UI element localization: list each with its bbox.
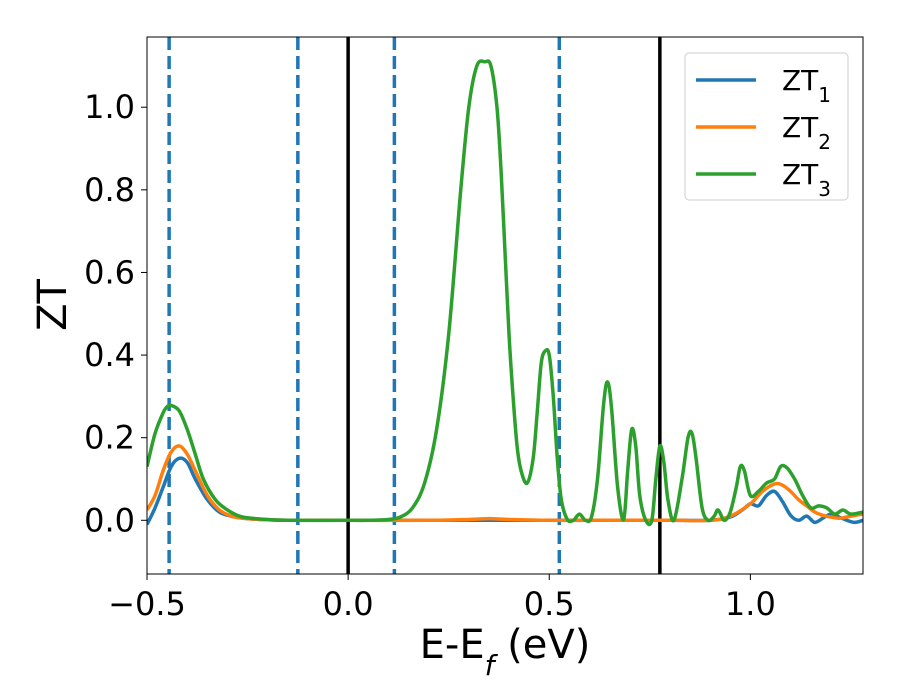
- plot-frame: [146, 36, 864, 575]
- legend-label-zt1: ZT1: [782, 64, 831, 107]
- y-axis: 0.0 0.2 0.4 0.6 0.8 1.0: [84, 88, 147, 539]
- y-tick-label: 1.0: [84, 88, 135, 126]
- y-tick-label: 0.6: [84, 253, 135, 291]
- x-tick-label: 0.5: [524, 585, 575, 623]
- series-line-zt3: [147, 59, 863, 527]
- legend-label-zt2: ZT2: [782, 111, 831, 154]
- x-tick-label: 0.0: [323, 585, 374, 623]
- y-tick-label: 0.8: [84, 171, 135, 209]
- x-axis-label: E-Ef (eV): [420, 622, 591, 682]
- series-line-zt2: [147, 444, 863, 523]
- x-tick-label: −0.5: [108, 585, 186, 623]
- y-axis-label: ZT: [30, 279, 76, 331]
- legend-label-zt3: ZT3: [782, 158, 831, 201]
- y-tick-label: 0.0: [84, 501, 135, 539]
- legend-box: [684, 52, 849, 201]
- y-tick-label: 0.4: [84, 336, 135, 374]
- series-lines: [147, 59, 863, 527]
- x-tick-label: 1.0: [725, 585, 776, 623]
- x-axis: −0.5 0.0 0.5 1.0: [108, 574, 776, 623]
- y-tick-label: 0.2: [84, 419, 135, 457]
